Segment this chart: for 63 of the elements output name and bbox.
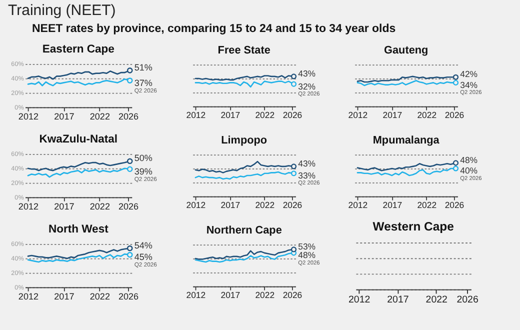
x-tick-label: 2022: [255, 290, 275, 300]
x-tick-label: 2017: [220, 200, 240, 210]
x-tick-label: 2026: [282, 290, 302, 300]
x-tick-label: 2012: [348, 200, 368, 210]
x-tick-label: 2017: [220, 290, 240, 300]
data-label: 33%: [298, 170, 316, 181]
x-tick-label: 2022: [417, 110, 437, 120]
x-tick-label: 2012: [18, 291, 38, 302]
chart-title: Mpumalanga: [372, 134, 440, 147]
chart-title: North West: [48, 224, 109, 236]
data-label: 32%: [298, 81, 316, 92]
x-tick-label: 2026: [118, 201, 139, 212]
x-tick-label: 2017: [387, 294, 409, 306]
data-label: 53%: [298, 241, 316, 252]
x-tick-label: 2017: [382, 200, 402, 210]
x-tick-label: 2017: [54, 201, 74, 212]
data-label: 45%: [134, 252, 152, 262]
data-label: 37%: [134, 78, 152, 88]
x-tick-label: 2022: [90, 201, 110, 212]
data-label: 43%: [298, 158, 316, 168]
x-tick-label: 2017: [382, 110, 402, 120]
data-label: 48%: [298, 250, 316, 260]
data-label: 54%: [134, 240, 152, 250]
data-label: 50%: [134, 153, 152, 164]
chart-title: Free State: [218, 44, 270, 57]
chart-title: Eastern Cape: [42, 44, 114, 56]
chart-title: Northern Cape: [206, 224, 282, 237]
x-tick-label: 2022: [90, 111, 110, 122]
x-tick-label: 2012: [348, 294, 370, 306]
x-tick-label: 2026: [456, 294, 478, 306]
x-tick-label: 2012: [18, 111, 38, 122]
x-tick-label: 2012: [186, 200, 206, 210]
x-tick-label: 2022: [426, 294, 448, 306]
x-tick-label: 2026: [282, 200, 302, 210]
x-tick-label: 2012: [186, 290, 206, 300]
x-tick-label: 2026: [118, 111, 139, 122]
x-tick-label: 2022: [90, 291, 110, 302]
x-tick-label: 2012: [186, 110, 206, 120]
data-label: 34%: [460, 80, 478, 90]
x-tick-label: 2022: [255, 200, 275, 210]
data-label: 48%: [460, 154, 478, 165]
x-tick-label: 2012: [18, 201, 38, 212]
x-tick-label: 2022: [255, 110, 275, 120]
x-tick-label: 2017: [220, 110, 240, 120]
data-label: 43%: [298, 68, 316, 78]
x-tick-label: 2017: [54, 111, 74, 122]
text: Training (NEET): [8, 2, 117, 20]
data-label: 39%: [134, 166, 152, 177]
data-label: 42%: [460, 69, 478, 80]
text: NEET rates by province, comparing 15 to 24 and 15 to 34 year olds: [32, 23, 396, 35]
chart-title: Western Cape: [372, 219, 454, 234]
x-tick-label: 2022: [417, 200, 437, 210]
x-tick-label: 2026: [118, 291, 139, 302]
x-tick-label: 2017: [54, 291, 74, 302]
data-label: 51%: [134, 62, 152, 72]
data-label: 40%: [460, 166, 478, 176]
x-tick-label: 2012: [348, 110, 368, 120]
chart-title: KwaZulu-Natal: [39, 134, 118, 146]
x-tick-label: 2026: [444, 110, 464, 120]
chart-title: Gauteng: [384, 44, 428, 57]
chart-title: Limpopo: [221, 134, 268, 147]
x-tick-label: 2026: [282, 110, 302, 120]
x-tick-label: 2026: [444, 200, 464, 210]
